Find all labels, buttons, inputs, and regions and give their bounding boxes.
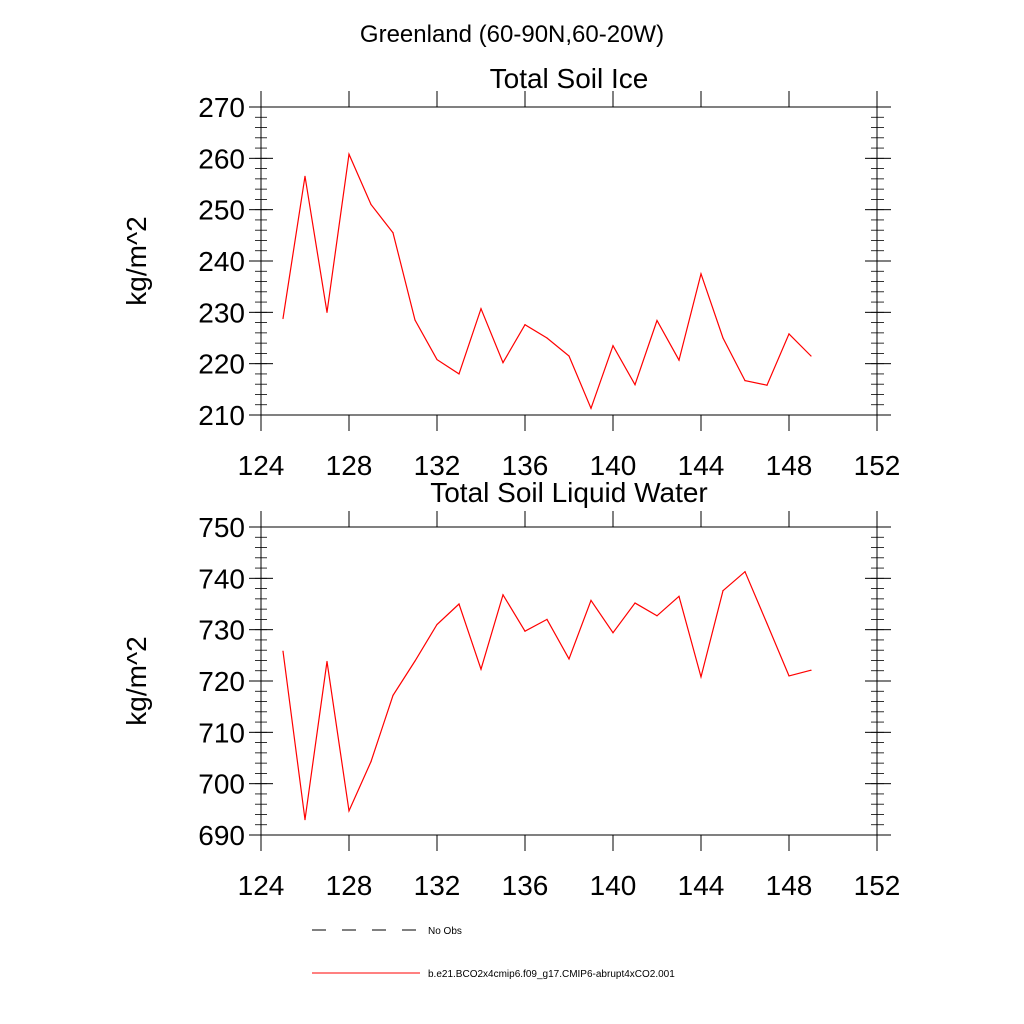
data-point [458,373,460,375]
page-title: Greenland (60-90N,60-20W) [360,21,664,48]
legend-label: No Obs [428,926,462,937]
data-point [326,660,328,663]
y-tick-label: 700 [198,769,245,800]
data-point [370,760,372,763]
chart-total-soil-liquid-water: Total Soil Liquid Water kg/m^2 690 700 710 72… [121,477,900,901]
chart-title: Total Soil Liquid Water [430,477,708,508]
x-tick-label: 144 [678,450,725,481]
y-tick-label: 720 [198,666,245,697]
x-tick-label: 132 [414,450,461,481]
data-point [392,232,394,234]
data-point [700,676,702,678]
data-point [480,668,482,670]
data-point [414,319,416,321]
data-point [546,337,548,339]
data-point [634,602,636,604]
series-line [282,570,812,820]
y-tick-label: 730 [198,615,245,646]
y-tick-label: 270 [198,92,245,123]
data-point [634,384,636,386]
data-point [612,632,614,634]
data-point [370,203,372,206]
x-tick-label: 136 [502,870,549,901]
data-point [524,630,526,632]
data-point [502,594,504,596]
data-point [656,615,658,617]
y-tick-label: 220 [198,349,245,380]
data-point [436,358,438,361]
data-point [788,333,790,335]
y-tick-label: 230 [198,297,245,328]
data-point [722,590,724,592]
y-axis-label: kg/m^2 [121,636,152,725]
chart-total-soil-ice: Total Soil Ice kg/m^2 210 220 230 240 250 260 27… [121,63,900,481]
data-point [458,603,460,605]
chart-title: Total Soil Ice [490,63,649,94]
x-tick-label: 148 [766,870,813,901]
series-line [282,152,812,410]
data-point [282,650,284,652]
data-point [392,694,394,696]
data-point [612,345,614,347]
legend-item-model-run: b.e21.BCO2x4cmip6.f09_g17.CMIP6-abrupt4x… [312,969,675,980]
x-tick-label: 148 [766,450,813,481]
y-axis-label: kg/m^2 [121,216,152,305]
data-point [480,308,482,310]
data-point [304,819,306,821]
data-point [590,407,592,409]
y-tick-label: 260 [198,143,245,174]
data-point [414,660,416,662]
data-point [810,669,812,671]
x-tick-label: 152 [854,870,901,901]
y-tick-label: 740 [198,563,245,594]
x-tick-label: 140 [590,450,637,481]
data-point [678,595,680,597]
data-point [348,810,350,812]
x-tick-label: 128 [326,450,373,481]
y-tick-label: 210 [198,400,245,431]
data-point [568,658,570,660]
x-tick-label: 132 [414,870,461,901]
legend-item-no-obs: No Obs [312,926,462,937]
data-point [744,380,746,382]
data-point [700,273,702,275]
data-point [568,355,570,357]
plot-frame [260,526,878,836]
data-point [744,571,746,573]
data-point [722,337,724,339]
data-point [678,359,680,361]
x-tick-label: 128 [326,870,373,901]
data-point [502,362,504,364]
data-point [524,324,526,326]
y-tick-label: 690 [198,820,245,851]
x-tick-label: 124 [238,870,285,901]
data-point [590,599,592,602]
data-point [810,355,812,357]
data-point [326,311,328,313]
y-tick-label: 750 [198,512,245,543]
data-point [282,317,284,320]
data-point [436,623,438,626]
x-tick-label: 140 [590,870,637,901]
x-tick-label: 124 [238,450,285,481]
data-point [656,319,658,322]
plot-frame [260,106,878,416]
data-point [546,618,548,621]
data-point [766,622,768,625]
legend-label: b.e21.BCO2x4cmip6.f09_g17.CMIP6-abrupt4x… [428,969,675,980]
legend: No Obs b.e21.BCO2x4cmip6.f09_g17.CMIP6-a… [312,926,675,980]
x-tick-label: 136 [502,450,549,481]
y-tick-label: 250 [198,195,245,226]
y-tick-label: 710 [198,717,245,748]
data-point [348,153,350,155]
data-point [304,175,306,177]
x-tick-label: 152 [854,450,901,481]
x-tick-label: 144 [678,870,725,901]
data-point [788,675,790,677]
data-point [766,384,768,386]
y-tick-label: 240 [198,246,245,277]
